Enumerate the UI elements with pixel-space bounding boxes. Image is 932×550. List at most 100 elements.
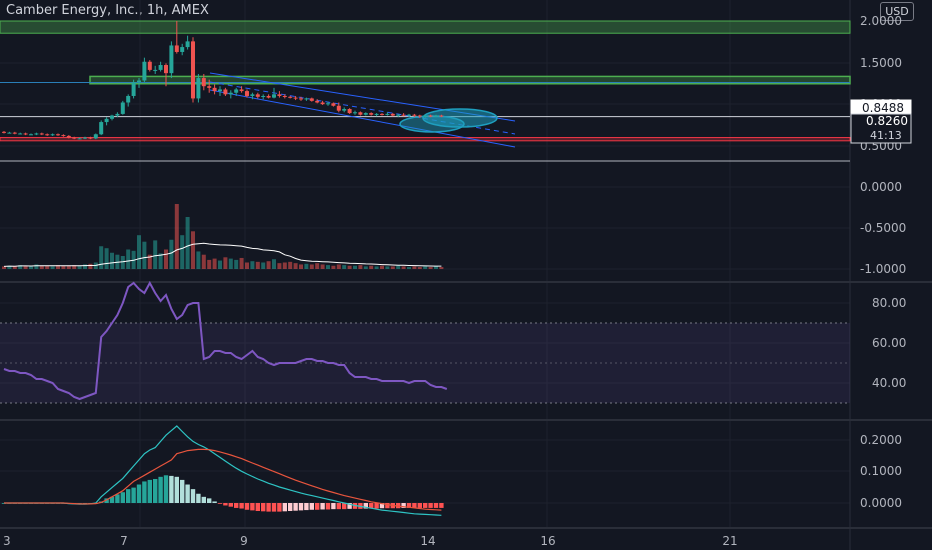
macd-histogram-bar <box>439 503 444 508</box>
volume-bar <box>304 263 309 269</box>
candle-body <box>331 103 336 106</box>
volume-bar <box>239 257 244 269</box>
volume-bar <box>434 266 438 269</box>
signal-line <box>4 448 442 511</box>
volume-bar <box>374 266 379 269</box>
macd-histogram-bar <box>244 503 250 510</box>
volume-bar <box>385 266 390 269</box>
volume-bar <box>77 265 82 269</box>
volume-bar <box>212 258 217 269</box>
macd-histogram-bar <box>293 503 298 511</box>
candle-body <box>417 115 422 117</box>
volume-bar <box>104 248 109 269</box>
time-tick-label: 14 <box>420 534 435 548</box>
volume-bar <box>158 253 163 269</box>
volume-bar <box>201 254 206 269</box>
candle-body <box>342 109 347 111</box>
candle-body <box>428 115 433 117</box>
macd-histogram-bar <box>342 503 347 510</box>
candle-body <box>304 98 309 100</box>
candle-body <box>299 98 303 100</box>
volume-bar <box>29 266 33 269</box>
macd-histogram-bar <box>158 476 163 503</box>
macd-histogram-bar <box>163 475 169 503</box>
macd-histogram-bar <box>174 476 179 503</box>
candle-body <box>45 134 50 136</box>
interval-label[interactable]: 1h <box>146 3 164 18</box>
volume-bar <box>120 256 125 269</box>
candle-body <box>439 115 444 117</box>
candle-body <box>61 135 66 137</box>
macd-tick-label: 0.0000 <box>860 496 902 510</box>
macd-histogram-bar <box>369 503 374 509</box>
highlight-ellipse <box>399 115 465 133</box>
last-price-label-bg <box>850 113 912 144</box>
price-tick-label: 2.0000 <box>860 14 902 28</box>
candle-body <box>228 92 233 95</box>
candle-body <box>277 94 282 96</box>
volume-bar <box>191 231 195 269</box>
candle-body <box>174 45 179 52</box>
currency-button[interactable]: USD <box>880 2 914 21</box>
volume-bar <box>196 251 201 269</box>
macd-histogram-bar <box>250 503 255 511</box>
candle-body <box>255 94 260 97</box>
candle-body <box>158 65 163 70</box>
volume-bar <box>326 265 330 269</box>
macd-histogram-bar <box>282 503 287 512</box>
volume-bar <box>293 263 298 269</box>
candle-body <box>93 134 98 139</box>
candle-body <box>363 113 368 115</box>
candle-body <box>288 96 293 98</box>
volume-bar <box>363 266 368 269</box>
volume-bar <box>331 265 336 269</box>
candle-body <box>347 109 352 114</box>
candle-body <box>369 113 374 115</box>
volume-bar <box>23 265 28 269</box>
candle-body <box>180 47 185 52</box>
volume-bar <box>7 265 12 269</box>
candle-body <box>245 91 249 96</box>
macd-histogram-bar <box>147 479 152 503</box>
macd-histogram-bar <box>347 503 352 509</box>
macd-histogram-bar <box>120 492 125 503</box>
symbol-name[interactable]: Camber Energy, Inc. <box>6 3 139 18</box>
candle-body <box>336 105 341 111</box>
volume-bar <box>255 261 260 269</box>
volume-bar <box>88 263 93 269</box>
macd-histogram-bar <box>379 503 385 509</box>
candle-body <box>104 118 109 123</box>
volume-bar <box>2 266 6 269</box>
time-tick-label: 9 <box>240 534 248 548</box>
volume-bar <box>401 266 406 269</box>
volume-bar <box>180 235 185 269</box>
volume-bar <box>126 249 131 269</box>
volume-bar <box>153 240 158 269</box>
candle-body <box>374 113 379 115</box>
volume-bar <box>50 266 55 269</box>
candle-body <box>407 114 411 116</box>
volume-bar <box>272 259 276 269</box>
candle-body <box>191 41 195 99</box>
macd-histogram-bar <box>336 503 341 510</box>
volume-bar <box>45 265 50 269</box>
volume-bar <box>439 267 444 269</box>
candle-body <box>2 131 6 133</box>
volume-bar <box>12 266 17 269</box>
last-price-label: 0.8260 <box>866 114 908 128</box>
time-tick-label: 21 <box>722 534 737 548</box>
marker-label: 0.8488 <box>862 101 904 115</box>
macd-histogram-bar <box>266 503 271 512</box>
candle-body <box>115 113 120 116</box>
time-tick-label: 3 <box>3 534 11 548</box>
rsi-line <box>3 280 448 401</box>
chart-header: Camber Energy, Inc., 1h, AMEX <box>6 3 209 18</box>
candle-body <box>185 41 190 48</box>
macd-histogram-bar <box>228 503 233 507</box>
candle-body <box>434 115 438 117</box>
macd-histogram-bar <box>417 503 422 508</box>
macd-histogram-bar <box>201 496 206 503</box>
candle-body <box>39 133 44 135</box>
volume-bar <box>250 261 255 269</box>
